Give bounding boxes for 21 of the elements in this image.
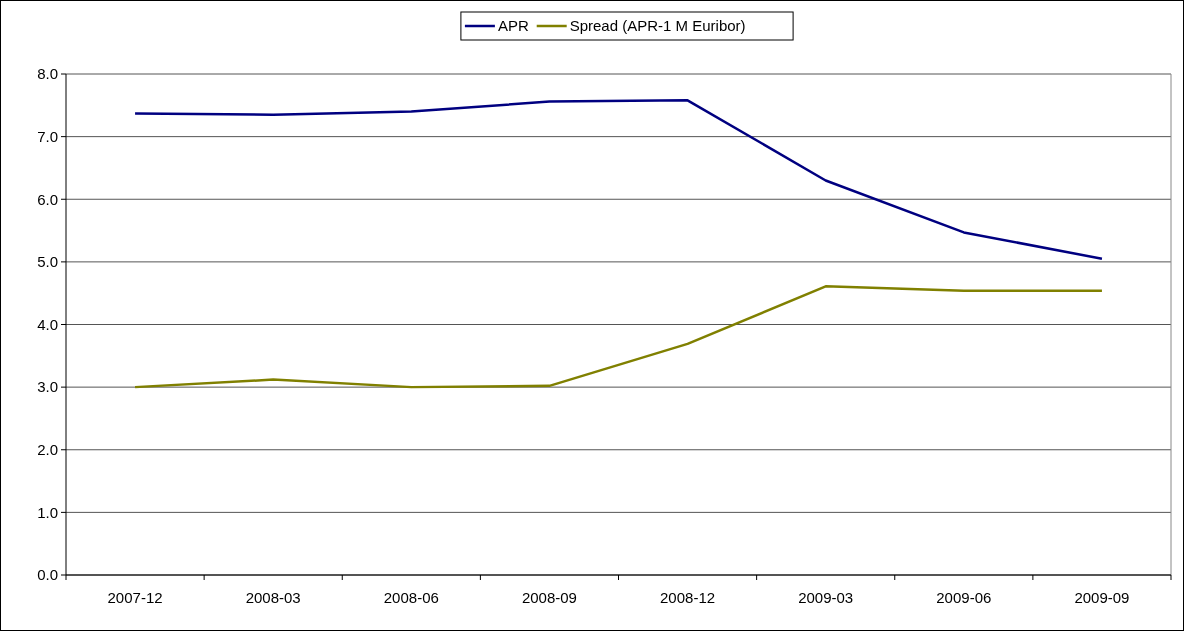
line-series <box>133 99 1104 260</box>
x-tick-label: 2009-09 <box>1074 589 1130 606</box>
legend-label: Spread (APR-1 M Euribor) <box>569 17 746 35</box>
x-tick-label: 2009-03 <box>798 589 854 606</box>
y-tick-label: 5.0 <box>37 253 58 271</box>
x-tick-label: 2008-03 <box>245 589 301 606</box>
x-tick-label: 2008-06 <box>383 589 439 606</box>
y-tick-label: 1.0 <box>37 503 58 521</box>
x-tick-label: 2007-12 <box>107 589 163 606</box>
x-tick-label: 2009-06 <box>936 589 992 606</box>
y-tick-label: 7.0 <box>37 127 58 145</box>
x-tick-label: 2008-09 <box>521 589 577 606</box>
y-tick-label: 2.0 <box>37 441 58 458</box>
line-series <box>133 285 1104 389</box>
y-tick-label: 6.0 <box>37 190 58 208</box>
y-tick-label: 4.0 <box>37 315 58 333</box>
legend-label: APR <box>497 17 529 35</box>
y-tick-label: 0.0 <box>37 566 58 584</box>
x-tick-label: 2008-12 <box>660 589 716 606</box>
y-tick-label: 8.0 <box>37 65 58 83</box>
y-tick-label: 3.0 <box>37 378 58 396</box>
